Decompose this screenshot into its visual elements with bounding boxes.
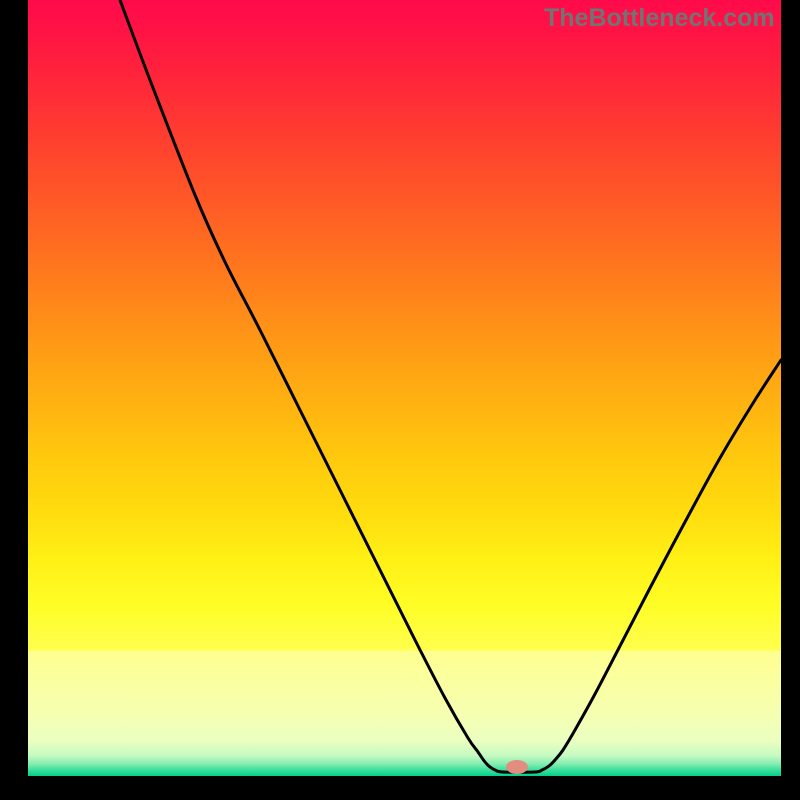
watermark-text: TheBottleneck.com (544, 4, 775, 33)
optimal-marker (506, 760, 528, 774)
marker-layer (0, 0, 800, 800)
chart-container: TheBottleneck.com (0, 0, 800, 800)
